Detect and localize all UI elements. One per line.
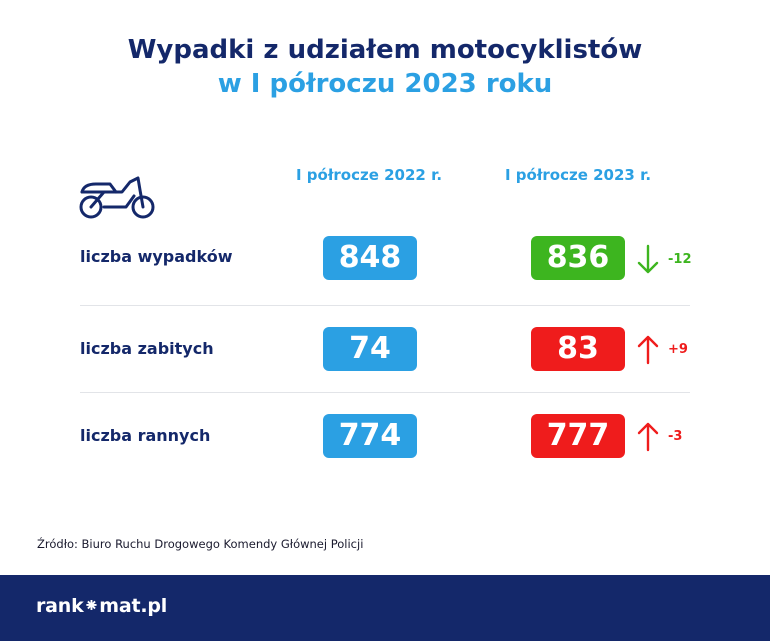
column-header-2022: I półrocze 2022 r. [295,166,443,184]
title-line-2: w I półroczu 2023 roku [217,69,553,99]
row-divider [80,392,690,393]
title-line-1: Wypadki z udziałem motocyklistów [127,35,643,65]
brand-logo: rank⁕mat.pl [36,595,168,617]
footer-bar: rank⁕mat.pl [0,575,770,641]
row-divider [80,305,690,306]
value-2022-rannych: 774 [323,414,417,458]
value-2023-rannych: 777 [531,414,625,458]
diff-rannych: -3 [668,429,683,444]
value-2022-zabitych: 74 [323,327,417,371]
value-2022-wypadki: 848 [323,236,417,280]
value-2023-zabitych: 83 [531,327,625,371]
motorcycle-icon [79,176,155,219]
value-2023-wypadki: 836 [531,236,625,280]
arrow-up-icon [637,422,659,452]
row-label-wypadki: liczba wypadków [80,247,233,266]
arrow-up-icon [637,335,659,365]
row-label-rannych: liczba rannych [80,426,211,445]
column-header-2023: I półrocze 2023 r. [504,166,652,184]
diff-zabitych: +9 [668,342,688,357]
source-note: Źródło: Biuro Ruchu Drogowego Komendy Gł… [37,537,364,551]
chart-title: Wypadki z udziałem motocyklistów w I pół… [0,33,770,101]
diff-wypadki: -12 [668,252,692,267]
row-label-zabitych: liczba zabitych [80,339,214,358]
arrow-down-icon [637,244,659,274]
